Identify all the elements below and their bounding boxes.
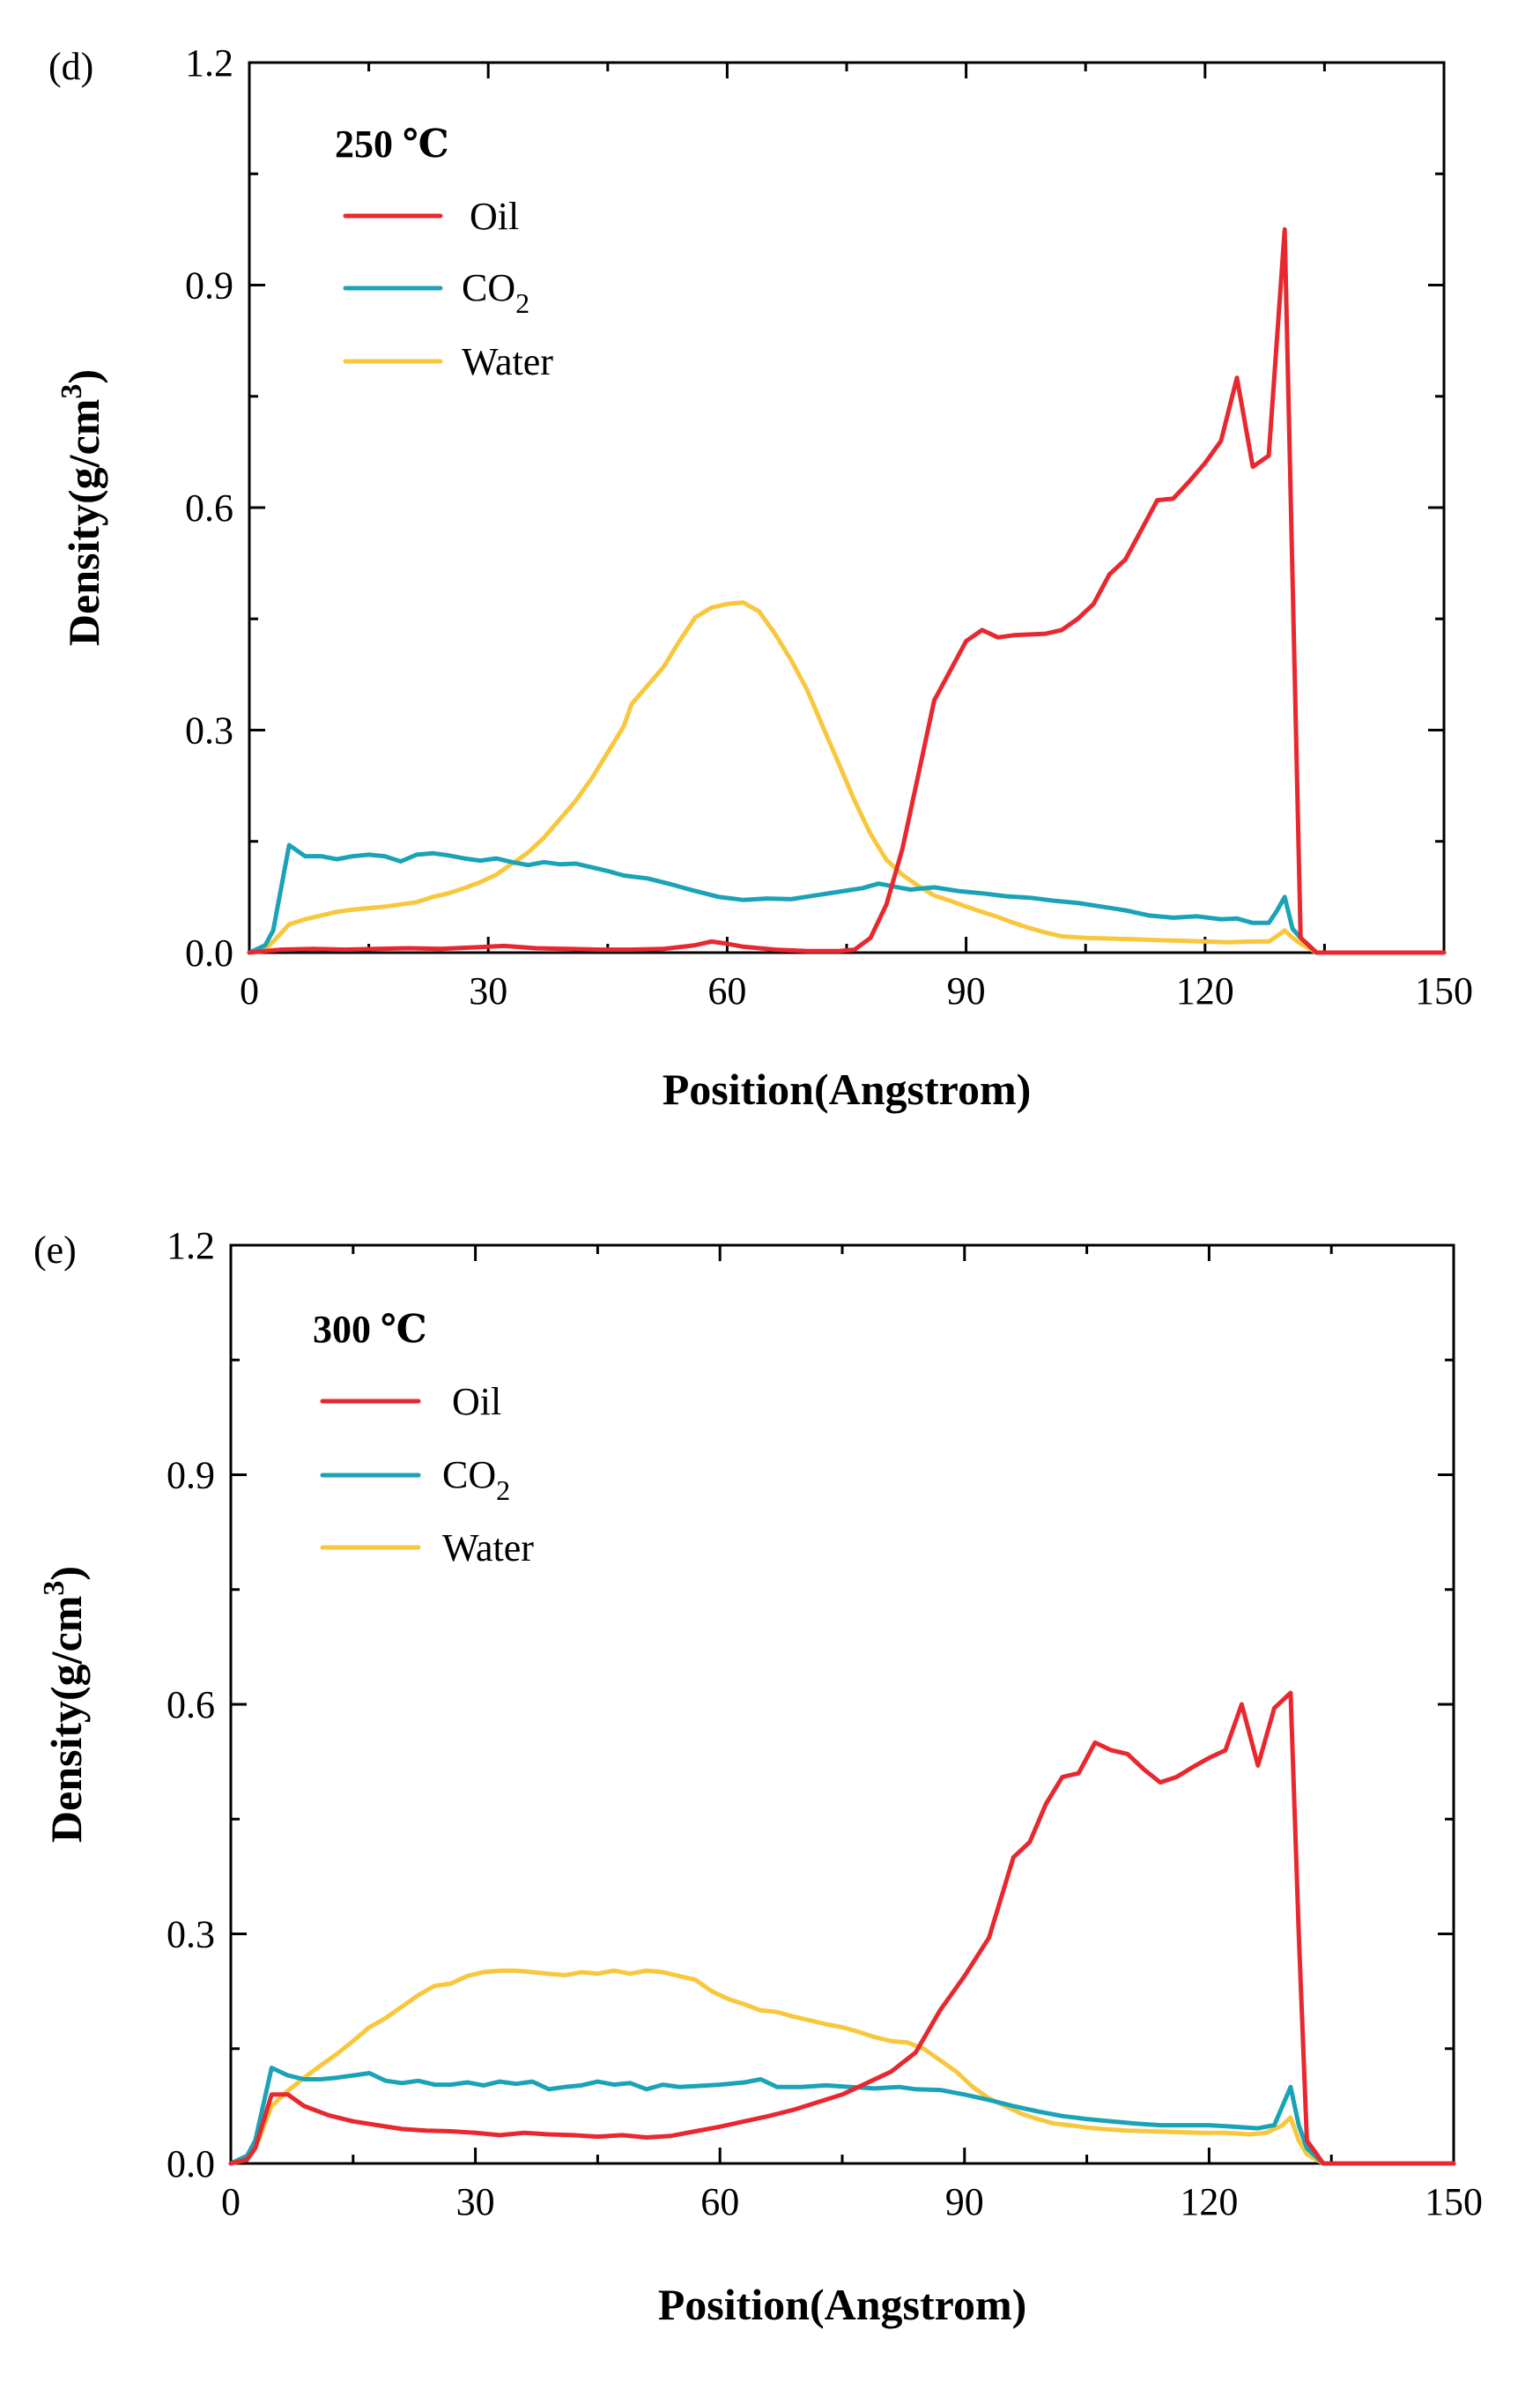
x-axis-label: Position(Angstrom) (663, 1065, 1032, 1114)
x-tick-label: 60 (707, 969, 746, 1013)
x-tick-label: 150 (1415, 969, 1473, 1013)
x-tick-label: 90 (947, 969, 986, 1013)
panel-label: (d) (48, 45, 93, 88)
legend-label-co2-main: CO (442, 1453, 496, 1496)
series-line-co2 (228, 2066, 1456, 2166)
chart-panel-e: (e) 0 30 60 90 120 150 0.0 0.3 0.6 0.9 1.2 300 ℃ O… (33, 1224, 1483, 2329)
y-axis-label-close: ) (41, 1566, 91, 1581)
series-line-oil (247, 226, 1447, 955)
x-tick-label: 120 (1176, 969, 1234, 1013)
legend-label-oil: Oil (452, 1380, 501, 1423)
x-axis-label: Position(Angstrom) (658, 2280, 1027, 2329)
y-axis-label-close: ) (59, 369, 108, 384)
y-tick-label: 0.6 (185, 486, 233, 530)
y-tick-label: 1.2 (185, 41, 233, 85)
y-tick-label: 0.3 (167, 1913, 215, 1956)
y-axis-label: Density(g/cm3) (56, 369, 108, 646)
y-axis-label-sup: 3 (38, 1581, 70, 1596)
series-line-oil (228, 1690, 1456, 2166)
legend: Oil CO2 Water (343, 195, 553, 383)
y-axis-label-sup: 3 (56, 384, 88, 399)
chart-panel-d: (d) 0 30 60 90 120 150 0.0 0.3 0.6 0.9 1.2 250 ℃ O… (48, 41, 1473, 1114)
y-axis-label-main: Density(g/cm (59, 399, 108, 647)
plot-frame (248, 61, 1446, 954)
temperature-label: 300 ℃ (313, 1308, 427, 1351)
legend: Oil CO2 Water (320, 1380, 534, 1569)
y-tick-label: 0.6 (167, 1683, 215, 1726)
temperature-label: 250 ℃ (335, 122, 449, 166)
y-tick-label: 0.3 (185, 709, 233, 753)
axes: 0 30 60 90 120 150 0.0 0.3 0.6 0.9 1.2 (167, 1224, 1483, 2223)
panel-label: (e) (33, 1228, 77, 1272)
series-group (247, 226, 1447, 955)
x-tick-label: 60 (700, 2180, 739, 2223)
legend-label-co2-sub: 2 (496, 1474, 510, 1506)
legend-label-water: Water (462, 340, 553, 383)
x-tick-label: 0 (221, 2180, 241, 2223)
legend-label-water: Water (442, 1526, 534, 1569)
legend-label-co2: CO2 (442, 1453, 510, 1506)
series-line-co2 (247, 842, 1447, 955)
x-tick-label: 90 (945, 2180, 984, 2223)
x-tick-label: 30 (469, 969, 507, 1013)
series-line-water (228, 1968, 1456, 2166)
y-tick-label: 1.2 (167, 1224, 215, 1267)
legend-label-oil: Oil (470, 195, 519, 238)
legend-label-co2: CO2 (462, 266, 529, 319)
axes: 0 30 60 90 120 150 0.0 0.3 0.6 0.9 1.2 (185, 41, 1473, 1013)
x-tick-label: 150 (1425, 2180, 1483, 2223)
y-axis-label: Density(g/cm3) (38, 1566, 91, 1843)
y-tick-label: 0.0 (167, 2142, 215, 2185)
y-tick-label: 0.9 (185, 264, 233, 308)
y-tick-label: 0.9 (167, 1454, 215, 1497)
x-tick-label: 0 (240, 969, 259, 1013)
series-line-water (247, 600, 1447, 955)
y-axis-label-main: Density(g/cm (41, 1596, 91, 1844)
x-tick-label: 30 (456, 2180, 495, 2223)
x-tick-label: 120 (1180, 2180, 1238, 2223)
series-group (228, 1690, 1456, 2166)
legend-label-co2-main: CO (462, 266, 515, 309)
legend-label-co2-sub: 2 (515, 287, 529, 319)
y-tick-label: 0.0 (185, 931, 233, 975)
